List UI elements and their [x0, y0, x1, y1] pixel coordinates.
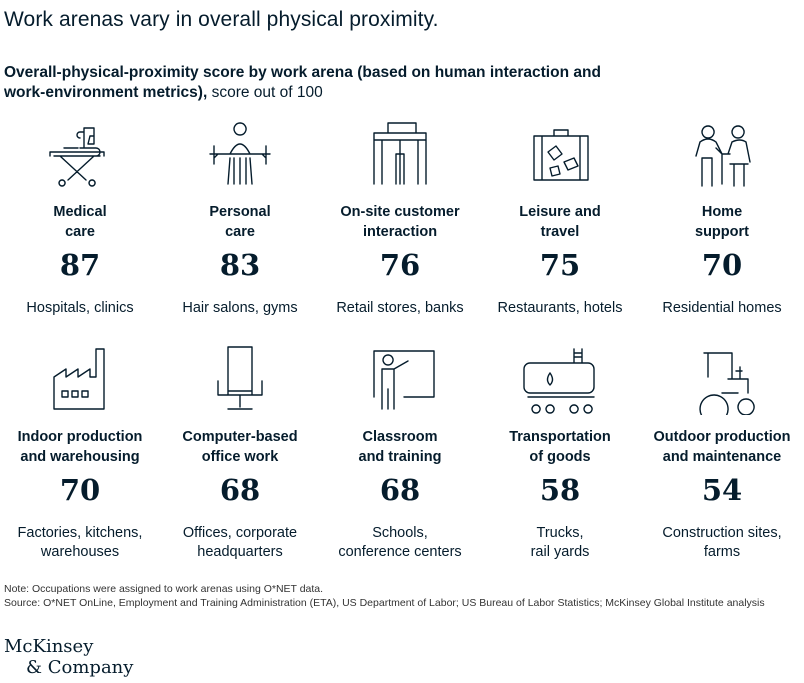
- arena-name-line1: On-site customer: [340, 204, 460, 220]
- arena-name-line1: Classroom: [362, 429, 438, 445]
- arena-desc-line1: Hair salons, gyms: [182, 300, 298, 316]
- note-text: Note: Occupations were assigned to work …: [4, 583, 324, 595]
- arena-desc-line2: conference centers: [338, 544, 462, 560]
- footnote: Note: Occupations were assigned to work …: [4, 582, 804, 610]
- arena-name-line2: office work: [201, 449, 279, 465]
- tractor-icon: [699, 352, 755, 415]
- arena-name-line1: Leisure and: [519, 204, 601, 220]
- arena-score: 68: [379, 473, 421, 507]
- arena-name-line2: and maintenance: [662, 449, 782, 465]
- arena-score: 54: [701, 473, 743, 507]
- arena-desc-line1: Trucks,: [536, 525, 584, 541]
- subtitle-rest: score out of 100: [207, 84, 323, 101]
- arena-desc-line2: rail yards: [530, 544, 590, 560]
- logo-line2: & Company: [26, 657, 134, 678]
- chart-subtitle: Overall-physical-proximity score by work…: [4, 63, 644, 103]
- arena-name-line1: Indoor production: [17, 429, 143, 445]
- arena-name-line2: and training: [358, 449, 442, 465]
- arena-score: 68: [219, 473, 261, 507]
- arena-card: Outdoor production and maintenance 54 Co…: [642, 343, 802, 560]
- arena-card: Leisure and travel 75 Restaurants, hotel…: [480, 118, 640, 316]
- arena-desc-line1: Offices, corporate: [182, 525, 298, 541]
- factory-icon: [53, 348, 105, 410]
- arena-desc-line1: Factories, kitchens,: [17, 525, 143, 541]
- arena-name-line1: Home: [701, 204, 743, 220]
- arena-name-line2: interaction: [362, 224, 438, 240]
- arena-score: 70: [701, 248, 743, 282]
- storefront-icon: [373, 122, 427, 185]
- arena-desc-line1: Residential homes: [662, 300, 782, 316]
- arena-score: 87: [59, 248, 101, 282]
- subtitle-bold: Overall-physical-proximity score by work…: [4, 64, 601, 101]
- arena-card: Home support 70 Residential homes: [642, 118, 802, 316]
- arena-name-line1: Computer-based: [182, 429, 298, 445]
- arena-desc-line2: farms: [703, 544, 741, 560]
- arena-name-line2: and warehousing: [20, 449, 140, 465]
- arena-desc-line1: Restaurants, hotels: [497, 300, 623, 316]
- arena-name-line2: travel: [540, 224, 580, 240]
- arena-score: 83: [219, 248, 261, 282]
- arena-card: Computer-based office work 68 Offices, c…: [160, 343, 320, 560]
- source-text: Source: O*NET OnLine, Employment and Tra…: [4, 597, 765, 609]
- tanker-truck-icon: [523, 348, 595, 414]
- arena-desc-line1: Retail stores, banks: [336, 300, 464, 316]
- arena-desc-line1: Construction sites,: [662, 525, 782, 541]
- arena-card: Transportation of goods 58 Trucks, rail …: [480, 343, 640, 560]
- arena-card: Personal care 83 Hair salons, gyms: [160, 118, 320, 316]
- suitcase-icon: [533, 129, 589, 181]
- arena-desc-line1: Hospitals, clinics: [26, 300, 134, 316]
- arena-name-line1: Medical: [53, 204, 107, 220]
- salon-chair-icon: [209, 122, 271, 185]
- chart-title: Work arenas vary in overall physical pro…: [4, 8, 439, 31]
- arena-score: 76: [379, 248, 421, 282]
- arena-card: On-site customer interaction 76 Retail s…: [320, 118, 480, 316]
- arena-card: Classroom and training 68 Schools, confe…: [320, 343, 480, 560]
- arena-desc-line2: headquarters: [197, 544, 283, 560]
- arena-name-line2: of goods: [529, 449, 591, 465]
- arena-name-line2: care: [225, 224, 255, 240]
- arena-name-line2: support: [695, 224, 749, 240]
- arena-score: 70: [59, 473, 101, 507]
- arena-name-line2: care: [65, 224, 95, 240]
- arena-desc-line2: warehouses: [40, 544, 120, 560]
- arena-name-line1: Transportation: [509, 429, 611, 445]
- logo-line1: McKinsey: [4, 636, 94, 657]
- arena-card: Medical care 87 Hospitals, clinics: [0, 118, 160, 316]
- teacher-board-icon: [373, 350, 435, 410]
- arena-name-line1: Personal: [209, 204, 271, 220]
- caregiver-icon: [695, 125, 751, 187]
- mckinsey-logo: McKinsey & Company: [4, 636, 133, 678]
- arena-score: 75: [539, 248, 581, 282]
- arena-name-line1: Outdoor production: [653, 429, 791, 445]
- arena-desc-line1: Schools,: [372, 525, 428, 541]
- arena-card: Indoor production and warehousing 70 Fac…: [0, 343, 160, 560]
- hospital-bed-icon: [49, 127, 105, 187]
- arena-score: 58: [539, 473, 581, 507]
- office-chair-icon: [217, 346, 263, 410]
